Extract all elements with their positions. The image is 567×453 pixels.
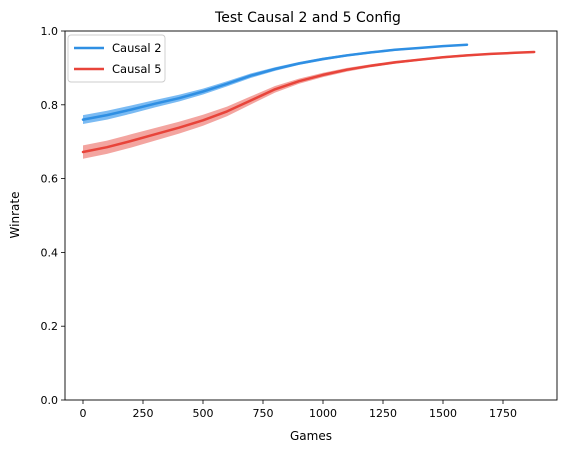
- plot-frame: [64, 30, 558, 401]
- x-tick-label: 750: [253, 407, 274, 420]
- series-lines: [81, 43, 536, 154]
- chart-title: Test Causal 2 and 5 Config: [214, 10, 401, 26]
- legend-label-series-2: Causal 5: [112, 62, 162, 76]
- x-axis-ticks: 0 250 500 750 1000 1250 1500 1750: [80, 400, 517, 420]
- y-tick-label: 0.2: [41, 320, 59, 333]
- series-line-2: [81, 50, 536, 154]
- x-tick-label: 0: [80, 407, 87, 420]
- x-tick-label: 1250: [369, 407, 397, 420]
- confidence-band-series-2: [83, 51, 535, 159]
- x-tick-label: 1750: [489, 407, 517, 420]
- y-axis-label: Winrate: [8, 192, 22, 239]
- x-tick-label: 250: [133, 407, 154, 420]
- legend: Causal 2 Causal 5: [67, 34, 166, 83]
- y-tick-label: 0.6: [41, 173, 59, 186]
- x-tick-label: 500: [193, 407, 214, 420]
- x-axis-label: Games: [290, 429, 332, 443]
- y-tick-label: 0.4: [41, 246, 59, 259]
- confidence-band-series-1: [83, 43, 467, 124]
- legend-label-series-1: Causal 2: [112, 41, 162, 55]
- y-axis-ticks: 0.0 0.2 0.4 0.6 0.8 1.0: [41, 25, 65, 407]
- x-tick-label: 1500: [429, 407, 457, 420]
- y-tick-label: 0.8: [41, 99, 59, 112]
- x-tick-label: 1000: [309, 407, 337, 420]
- y-tick-label: 1.0: [41, 25, 59, 38]
- confidence-bands: [83, 43, 535, 159]
- y-tick-label: 0.0: [41, 394, 59, 407]
- series-line-1: [81, 43, 469, 121]
